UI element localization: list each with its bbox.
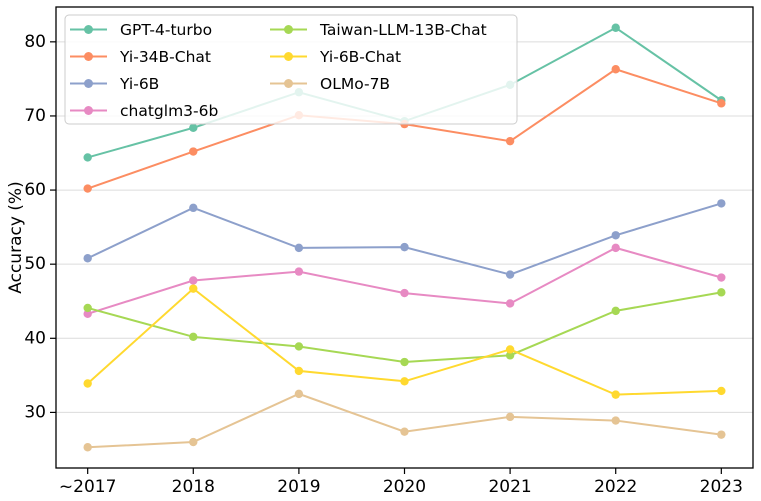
y-axis-label: Accuracy (%): [6, 181, 26, 293]
data-point: [189, 284, 198, 293]
x-tick-label: 2018: [172, 477, 215, 497]
data-point: [505, 345, 515, 354]
data-point: [294, 342, 304, 351]
legend-marker: [84, 52, 93, 61]
y-tick-label: 30: [24, 402, 46, 422]
data-point: [83, 309, 92, 319]
data-point: [189, 276, 198, 285]
legend-label: GPT-4-turbo: [120, 21, 212, 39]
legend-label: Yi-6B-Chat: [319, 48, 401, 66]
series-line-4: [87, 291, 722, 364]
data-point: [611, 306, 620, 316]
y-tick-label: 80: [24, 32, 46, 52]
data-point: [400, 242, 409, 252]
legend-marker: [84, 106, 93, 115]
data-point: [294, 267, 304, 276]
data-point: [400, 288, 409, 298]
legend-label: Yi-34B-Chat: [119, 48, 211, 66]
data-point: [611, 65, 620, 74]
series-line-6: [87, 392, 722, 449]
data-point: [189, 437, 198, 447]
x-tick-label: 2019: [277, 477, 320, 497]
legend: [64, 14, 518, 125]
y-tick-label: 70: [24, 106, 46, 126]
data-point: [83, 184, 92, 193]
x-tick-label: 2021: [488, 477, 531, 497]
data-point: [400, 377, 409, 386]
legend-marker: [284, 25, 293, 34]
x-tick-label: 2020: [383, 477, 426, 497]
data-point: [505, 299, 515, 308]
data-point: [611, 416, 620, 425]
legend-marker: [284, 52, 293, 61]
data-point: [505, 351, 515, 360]
data-point: [294, 243, 304, 253]
series-line-3: [87, 246, 722, 315]
data-point: [505, 136, 515, 146]
x-tick-label: 2022: [594, 477, 637, 497]
plot-border: [55, 6, 754, 469]
data-point: [505, 270, 515, 279]
y-tick-label: 50: [24, 254, 46, 274]
data-point: [717, 288, 726, 297]
data-point: [717, 99, 726, 108]
legend-label: Taiwan-LLM-13B-Chat: [319, 21, 487, 39]
data-point: [400, 357, 409, 367]
data-point: [611, 23, 620, 32]
legend-label: Yi-6B: [119, 75, 159, 93]
data-point: [717, 430, 726, 439]
data-point: [189, 147, 198, 156]
data-point: [717, 386, 726, 396]
data-point: [611, 390, 620, 399]
data-point: [189, 332, 198, 342]
legend-marker: [84, 25, 93, 34]
legend-marker: [284, 79, 293, 88]
data-point: [611, 243, 620, 253]
data-point: [83, 303, 92, 313]
x-tick-label: ~2017: [59, 477, 117, 497]
data-point: [611, 231, 620, 240]
y-tick-label: 60: [24, 180, 46, 200]
data-point: [505, 412, 515, 422]
data-point: [83, 153, 92, 162]
data-point: [717, 273, 726, 282]
data-point: [83, 443, 92, 452]
legend-marker: [84, 79, 93, 88]
data-point: [294, 366, 304, 376]
x-tick-label: 2023: [700, 477, 743, 497]
data-point: [83, 379, 92, 388]
data-point: [400, 427, 409, 436]
data-point: [294, 389, 304, 399]
data-point: [189, 203, 198, 213]
y-tick-label: 40: [24, 328, 46, 348]
data-point: [189, 123, 198, 133]
data-point: [717, 199, 726, 208]
data-point: [83, 254, 92, 263]
legend-label: OLMo-7B: [320, 75, 390, 93]
legend-label: chatglm3-6b: [120, 102, 218, 120]
